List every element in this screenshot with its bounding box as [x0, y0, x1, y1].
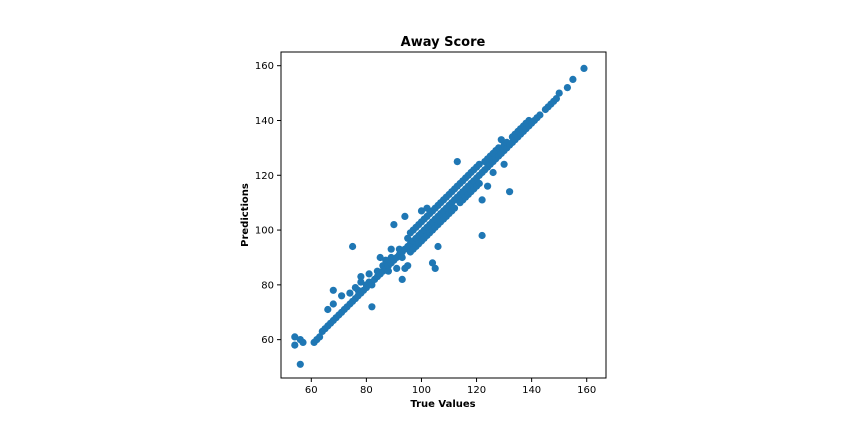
scatter-point: [368, 303, 376, 311]
x-axis-ticks: 60 80 100 120 140 160: [305, 378, 596, 396]
scatter-points: [291, 64, 588, 368]
x-tick-label: 140: [522, 385, 541, 396]
scatter-point: [489, 168, 497, 177]
scatter-point: [299, 338, 307, 346]
scatter-point: [338, 292, 346, 300]
y-tick-label: 120: [255, 171, 274, 182]
scatter-point: [404, 234, 412, 242]
scatter-point: [431, 264, 439, 272]
x-tick-label: 100: [412, 385, 431, 396]
scatter-point: [536, 111, 544, 119]
scatter-point: [478, 231, 486, 240]
scatter-point: [555, 89, 563, 97]
scatter-point: [478, 196, 486, 204]
x-tick-label: 160: [577, 385, 596, 396]
x-axis-label: True Values: [410, 399, 475, 410]
scatter-point: [450, 204, 459, 212]
scatter-point: [569, 75, 577, 83]
x-tick-label: 80: [360, 385, 373, 396]
scatter-point: [357, 278, 365, 286]
scatter-point: [390, 221, 398, 229]
scatter-point: [401, 212, 409, 220]
scatter-point: [349, 242, 357, 251]
scatter-point: [398, 253, 406, 262]
y-tick-label: 140: [255, 116, 274, 127]
scatter-point: [475, 179, 483, 188]
scatter-point: [296, 360, 304, 368]
scatter-point: [357, 273, 365, 281]
scatter-point: [387, 245, 395, 253]
scatter-point: [324, 305, 332, 314]
scatter-point: [382, 256, 390, 264]
scatter-point: [398, 275, 406, 283]
y-tick-label: 60: [261, 335, 274, 346]
scatter-point: [417, 207, 426, 215]
scatter-point: [329, 300, 337, 308]
x-tick-label: 60: [305, 385, 318, 396]
scatter-point: [428, 259, 437, 267]
scatter-point: [506, 188, 514, 196]
scatter-point: [291, 333, 299, 341]
scatter-point: [329, 286, 337, 294]
scatter-point: [404, 262, 412, 270]
y-tick-label: 100: [255, 226, 274, 237]
scatter-point: [497, 136, 505, 144]
scatter-point: [580, 64, 588, 72]
y-axis-label: Predictions: [240, 183, 251, 247]
scatter-point: [475, 160, 483, 168]
y-tick-label: 80: [261, 280, 274, 291]
scatter-point: [393, 264, 401, 272]
scatter-point: [291, 341, 299, 349]
scatter-point: [365, 270, 373, 278]
scatter-point: [495, 144, 503, 152]
scatter-point: [423, 204, 431, 212]
scatter-point: [434, 242, 442, 251]
y-axis-ticks: 60 80 100 120 140 160: [255, 61, 281, 346]
scatter-point: [368, 281, 376, 289]
x-tick-label: 120: [467, 385, 486, 396]
scatter-point: [346, 289, 354, 297]
y-tick-label: 160: [255, 61, 274, 72]
scatter-point: [453, 158, 461, 166]
scatter-point: [316, 333, 324, 341]
scatter-point: [552, 95, 561, 103]
scatter-point: [384, 267, 392, 275]
scatter-point: [376, 253, 384, 262]
scatter-point: [500, 160, 508, 168]
scatter-point: [484, 182, 492, 190]
scatter-point: [563, 84, 572, 92]
chart-title: Away Score: [401, 35, 486, 50]
